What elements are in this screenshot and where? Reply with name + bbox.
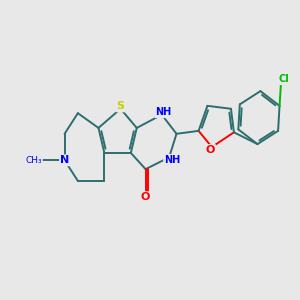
Text: Cl: Cl xyxy=(279,74,289,84)
Text: O: O xyxy=(141,192,150,202)
Text: O: O xyxy=(206,145,215,155)
Text: NH: NH xyxy=(164,155,180,165)
Text: N: N xyxy=(60,155,69,165)
Text: CH₃: CH₃ xyxy=(26,156,42,165)
Text: S: S xyxy=(117,101,124,111)
Text: NH: NH xyxy=(155,107,171,117)
